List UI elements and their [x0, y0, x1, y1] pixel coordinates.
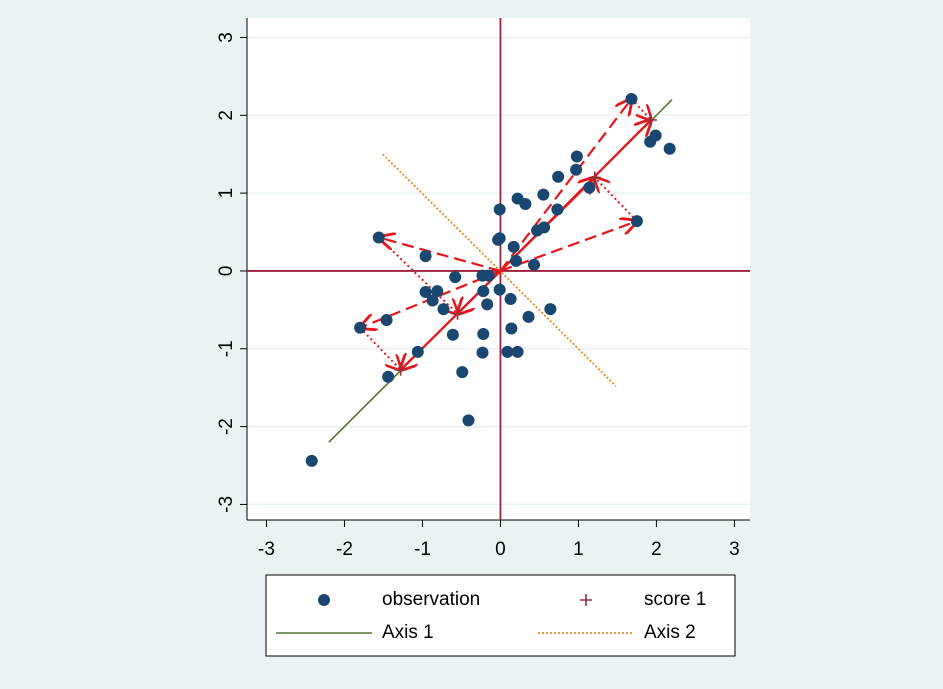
legend-label: score 1 — [644, 589, 706, 610]
observation-point — [570, 150, 583, 163]
observation-point — [492, 233, 505, 246]
y-tick-label: -3 — [216, 496, 237, 513]
observation-point — [446, 328, 459, 341]
projection-arrow — [595, 178, 638, 222]
y-tick-label: 0 — [216, 266, 237, 277]
x-tick-label: 1 — [573, 539, 584, 560]
observation-point — [305, 454, 318, 467]
observation-point — [527, 258, 540, 271]
legend — [265, 574, 736, 657]
observation-point — [552, 170, 565, 183]
y-tick-label: -1 — [216, 340, 237, 357]
x-tick-label: 0 — [495, 539, 506, 560]
observation-point — [462, 414, 475, 427]
x-tick-label: 3 — [729, 539, 740, 560]
score-point — [644, 113, 657, 126]
x-tick-label: -2 — [336, 539, 353, 560]
y-tick-label: -2 — [216, 418, 237, 435]
observation-point — [544, 303, 557, 316]
observation-point — [519, 198, 532, 211]
observation-point — [531, 224, 544, 237]
observation-point — [663, 142, 676, 155]
legend-label: Axis 1 — [382, 622, 434, 643]
observation-point — [644, 135, 657, 148]
observation-point — [583, 181, 596, 194]
projection-arrow — [378, 236, 458, 313]
x-tick-label: -1 — [414, 539, 431, 560]
observation-point — [456, 366, 469, 379]
legend-label: observation — [382, 589, 480, 610]
y-tick-label: 2 — [216, 110, 237, 121]
score-point — [451, 307, 464, 320]
score-point — [394, 363, 407, 376]
observation-point — [507, 240, 520, 253]
y-tick-label: 1 — [216, 188, 237, 199]
observation-point — [382, 370, 395, 383]
observation-point — [419, 285, 432, 298]
observation-point — [411, 345, 424, 358]
y-tick-label: 3 — [216, 32, 237, 43]
legend-label: Axis 2 — [644, 622, 696, 643]
observation-point — [419, 250, 432, 263]
observation-point — [504, 292, 517, 305]
observation-point — [570, 163, 583, 176]
observation-point — [511, 345, 524, 358]
score-point — [588, 171, 601, 184]
observation-point — [318, 594, 330, 606]
observation-point — [481, 298, 494, 311]
observation-point — [482, 269, 495, 282]
observation-point — [354, 321, 367, 334]
x-tick-label: 2 — [651, 539, 662, 560]
observation-point — [630, 215, 643, 228]
observation-point — [426, 294, 439, 307]
observation-point — [431, 285, 444, 298]
observation-point — [477, 327, 490, 340]
observation-point — [437, 303, 450, 316]
observation-arrow — [379, 237, 501, 273]
observation-point — [380, 313, 393, 326]
observation-point — [493, 203, 506, 216]
observation-point — [505, 322, 518, 335]
plot-area — [247, 18, 750, 520]
x-tick-label: -3 — [258, 539, 275, 560]
observation-point — [537, 188, 550, 201]
observation-point — [510, 254, 523, 267]
observation-point — [625, 92, 638, 105]
observation-point — [449, 271, 462, 284]
observation-point — [551, 203, 564, 216]
observation-arrow — [499, 99, 631, 272]
observation-point — [372, 231, 385, 244]
observation-point — [476, 346, 489, 359]
observation-point — [477, 285, 490, 298]
score-point — [580, 594, 592, 606]
observation-arrow — [500, 221, 636, 272]
observation-point — [522, 310, 535, 323]
observation-point — [501, 345, 514, 358]
observation-point — [493, 283, 506, 296]
